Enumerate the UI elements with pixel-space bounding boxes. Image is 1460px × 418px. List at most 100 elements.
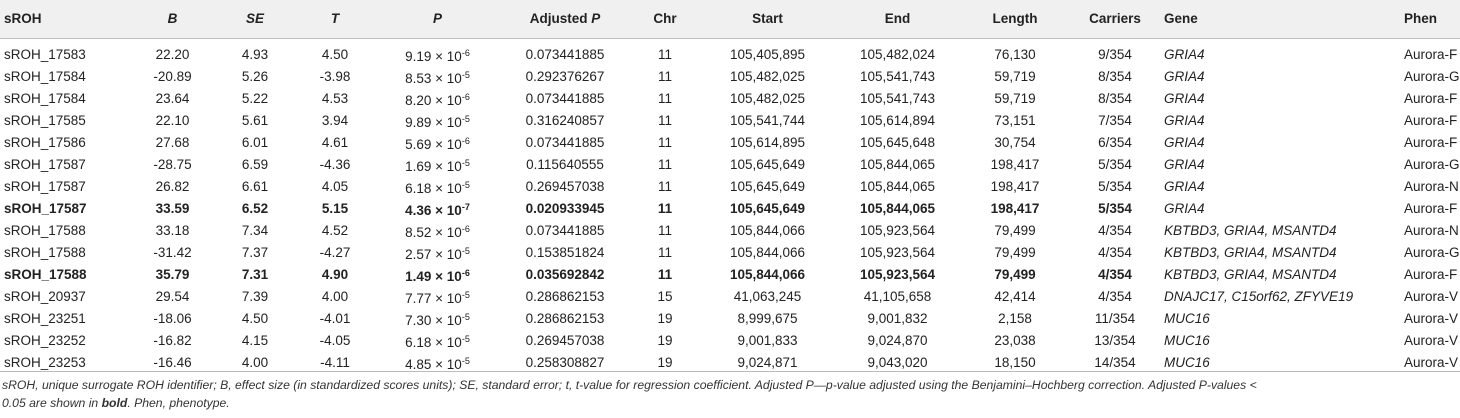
p-value-exponent: -7 (461, 201, 470, 212)
cell-length: 59,719 (994, 91, 1036, 106)
cell-se: 5.26 (241, 69, 269, 84)
p-value-exponent: -6 (461, 267, 470, 278)
cell-chr: 11 (657, 113, 672, 128)
cell-chr: 19 (657, 333, 673, 348)
cell-carriers: 13/354 (1094, 333, 1136, 348)
cell-t: 4.50 (321, 47, 349, 62)
cell-b: -16.82 (153, 333, 192, 348)
cell-p: 6.18 × 10-5 (375, 176, 500, 198)
p-value-base: 9.19 × 10 (405, 48, 462, 64)
cell-sroh: sROH_17588 (4, 267, 87, 282)
cell-chr: 11 (657, 267, 673, 282)
cell-carriers: 5/354 (1098, 201, 1132, 216)
cell-adjusted-p: 0.269457038 (525, 179, 605, 194)
cell-length: 59,719 (994, 69, 1036, 84)
table-row: sROH_17585 22.10 5.61 3.94 9.89 × 10-5 0.3162… (0, 110, 1460, 132)
cell-t: -4.27 (319, 245, 351, 260)
cell-phen: Aurora-V (1404, 311, 1459, 326)
cell-start: 9,024,871 (737, 355, 798, 370)
cell-p: 8.20 × 10-6 (375, 88, 500, 110)
p-value-exponent: -5 (461, 355, 470, 366)
cell-p: 9.89 × 10-5 (375, 110, 500, 132)
p-value-exponent: -6 (461, 47, 470, 58)
cell-se: 7.37 (241, 245, 269, 260)
cell-end: 41,105,658 (863, 289, 932, 304)
cell-start: 8,999,675 (737, 311, 798, 326)
cell-carriers: 4/354 (1098, 267, 1132, 282)
cell-chr: 11 (657, 91, 672, 106)
cell-se: 4.15 (241, 333, 269, 348)
cell-se: 7.31 (241, 267, 269, 282)
cell-t: -3.98 (319, 69, 351, 84)
cell-length: 30,754 (994, 135, 1036, 150)
cell-sroh: sROH_17586 (4, 135, 86, 150)
cell-sroh: sROH_17587 (4, 201, 87, 216)
cell-t: -4.05 (319, 333, 351, 348)
cell-b: -28.75 (153, 157, 192, 172)
cell-gene: GRIA4 (1164, 179, 1205, 194)
cell-length: 198,417 (990, 201, 1040, 216)
cell-adjusted-p: 0.115640555 (526, 157, 604, 172)
cell-sroh: sROH_17587 (4, 179, 86, 194)
table-row: sROH_17588 -31.42 7.37 -4.27 2.57 × 10-5 0.15… (0, 242, 1460, 264)
cell-start: 105,405,895 (729, 47, 806, 62)
cell-carriers: 4/354 (1098, 289, 1132, 304)
footnote-line-1: sROH, unique surrogate ROH identifier; B… (2, 378, 1257, 392)
col-header-gene: Gene (1160, 0, 1400, 39)
cell-adjusted-p: 0.020933945 (525, 201, 605, 216)
cell-carriers: 11/354 (1094, 311, 1136, 326)
cell-carriers: 9/354 (1098, 47, 1132, 62)
cell-end: 105,923,564 (859, 245, 936, 260)
cell-sroh: sROH_17588 (4, 223, 86, 238)
cell-start: 105,482,025 (729, 91, 806, 106)
cell-gene: GRIA4 (1164, 135, 1205, 150)
p-value-exponent: -5 (461, 333, 470, 344)
p-value-base: 1.49 × 10 (405, 268, 462, 284)
p-value-exponent: -5 (461, 245, 470, 256)
p-value-base: 4.36 × 10 (405, 202, 462, 218)
cell-phen: Aurora-G (1404, 157, 1460, 172)
cell-b: 33.18 (155, 223, 190, 238)
cell-end: 105,541,743 (859, 91, 936, 106)
p-value-base: 7.30 × 10 (405, 312, 462, 328)
footnote-bold-word: bold (101, 396, 128, 410)
cell-se: 5.61 (241, 113, 269, 128)
cell-gene: KBTBD3, GRIA4, MSANTD4 (1164, 245, 1337, 260)
cell-start: 41,063,245 (733, 289, 802, 304)
footnote-line-2-pre: 0.05 are shown in (2, 396, 102, 410)
cell-adjusted-p: 0.073441885 (525, 47, 605, 62)
p-value-base: 4.85 × 10 (405, 356, 462, 372)
cell-gene: GRIA4 (1164, 91, 1205, 106)
p-value-exponent: -5 (461, 311, 470, 322)
cell-gene: GRIA4 (1164, 113, 1205, 128)
cell-b: 33.59 (155, 201, 190, 216)
cell-sroh: sROH_20937 (4, 289, 86, 304)
cell-chr: 11 (657, 69, 672, 84)
cell-p: 1.69 × 10-5 (375, 154, 500, 176)
cell-length: 18,150 (994, 355, 1036, 370)
p-value-base: 8.52 × 10 (405, 224, 462, 240)
cell-end: 105,923,564 (859, 267, 936, 282)
cell-t: 4.05 (321, 179, 349, 194)
cell-se: 6.59 (241, 157, 269, 172)
cell-chr: 11 (657, 245, 672, 260)
cell-adjusted-p: 0.316240857 (525, 113, 605, 128)
cell-p: 8.53 × 10-5 (375, 66, 500, 88)
cell-sroh: sROH_17584 (4, 69, 86, 84)
cell-phen: Aurora-F (1404, 91, 1458, 106)
cell-end: 9,024,870 (867, 333, 928, 348)
cell-gene: MUC16 (1164, 355, 1210, 370)
col-header-b: B (130, 0, 215, 39)
cell-sroh: sROH_17587 (4, 157, 86, 172)
cell-gene: MUC16 (1164, 333, 1210, 348)
cell-length: 42,414 (994, 289, 1036, 304)
cell-b: -31.42 (153, 245, 192, 260)
cell-gene: GRIA4 (1164, 201, 1205, 216)
cell-carriers: 14/354 (1094, 355, 1136, 370)
cell-t: -4.36 (319, 157, 351, 172)
cell-phen: Aurora-F (1404, 135, 1458, 150)
col-header-start: Start (700, 0, 835, 39)
cell-chr: 11 (657, 201, 673, 216)
table-row: sROH_20937 29.54 7.39 4.00 7.77 × 10-5 0.2868… (0, 286, 1460, 308)
